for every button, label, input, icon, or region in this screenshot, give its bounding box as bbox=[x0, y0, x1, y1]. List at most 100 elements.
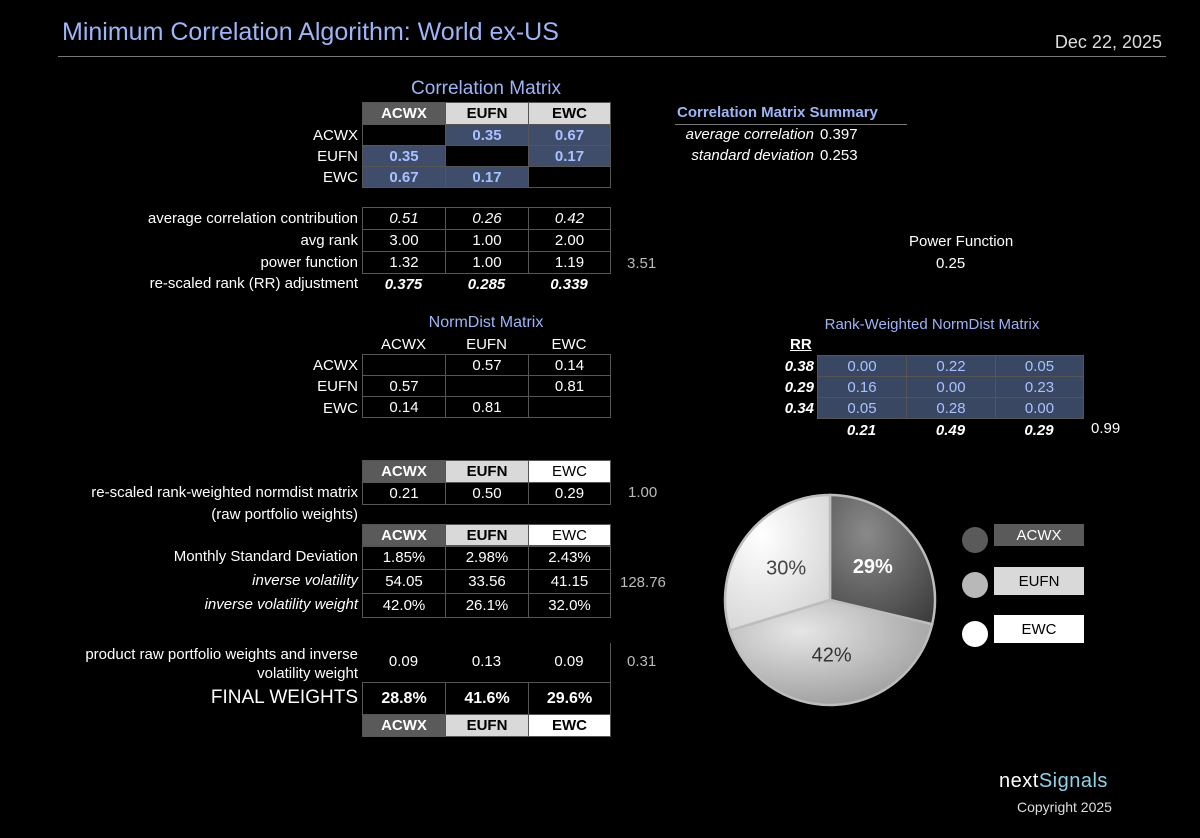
normdist-table: 0.57 0.14 0.57 0.81 0.14 0.81 bbox=[362, 354, 611, 418]
header-ewc: EWC bbox=[529, 461, 611, 483]
rank-weighted-table: 0.00 0.22 0.05 0.16 0.00 0.23 0.05 0.28 … bbox=[817, 355, 1084, 419]
corr-cell: 0.35 bbox=[363, 146, 446, 167]
pie-slice-ewc bbox=[723, 493, 832, 633]
stat-cell: 1.00 bbox=[446, 230, 529, 252]
summary-avg-value: 0.397 bbox=[820, 126, 858, 143]
rw-cell: 0.22 bbox=[907, 356, 996, 377]
brand-logo: nextSignals bbox=[999, 770, 1108, 793]
power-function-label: Power Function bbox=[909, 233, 1014, 250]
rw-cell: 0.28 bbox=[907, 398, 996, 419]
normdist-row-label: EUFN bbox=[317, 378, 358, 395]
header-ewc: EWC bbox=[529, 103, 611, 125]
rw-rr: 0.34 bbox=[784, 400, 814, 417]
vol-label: Monthly Standard Deviation bbox=[173, 548, 358, 565]
corr-cell bbox=[446, 146, 529, 167]
correlation-matrix-header: ACWX EUFN EWC bbox=[362, 102, 611, 125]
corr-cell: 0.67 bbox=[363, 167, 446, 188]
raw-weight-cell: 0.50 bbox=[446, 483, 529, 505]
pie-label: 30% bbox=[766, 557, 806, 579]
header-eufn: EUFN bbox=[446, 103, 529, 125]
rw-cell: 0.00 bbox=[907, 377, 996, 398]
corr-cell bbox=[363, 125, 446, 146]
vol-cell: 32.0% bbox=[529, 594, 611, 618]
stat-label: power function bbox=[260, 254, 358, 271]
stat-label: avg rank bbox=[300, 232, 358, 249]
legend-eufn: EUFN bbox=[994, 567, 1084, 595]
normdist-row-label: EWC bbox=[323, 400, 358, 417]
normdist-col: EUFN bbox=[466, 335, 507, 353]
rw-cell: 0.00 bbox=[818, 356, 907, 377]
normdist-cell bbox=[446, 376, 529, 397]
corr-cell bbox=[529, 167, 611, 188]
title-divider bbox=[58, 56, 1166, 57]
rw-total: 0.99 bbox=[1091, 420, 1121, 437]
summary-underline bbox=[675, 124, 907, 125]
stat-label: average correlation contribution bbox=[147, 210, 358, 227]
summary-sd-value: 0.253 bbox=[820, 147, 858, 164]
product-cell: 0.09 bbox=[388, 652, 419, 670]
page-title: Minimum Correlation Algorithm: World ex-… bbox=[62, 18, 559, 46]
rr-header: RR bbox=[790, 336, 812, 353]
raw-weights-header: ACWX EUFN EWC bbox=[362, 460, 611, 483]
vol-label: inverse volatility bbox=[252, 572, 358, 589]
header-eufn: EUFN bbox=[446, 525, 529, 547]
corr-row-label: ACWX bbox=[313, 127, 358, 144]
rr-cell: 0.339 bbox=[550, 275, 588, 293]
header-acwx: ACWX bbox=[363, 461, 446, 483]
copyright: Copyright 2025 bbox=[1017, 799, 1112, 815]
rw-col-sums: 0.21 0.49 0.29 bbox=[817, 420, 1083, 441]
rw-col-sum: 0.49 bbox=[935, 422, 966, 439]
normdist-cell: 0.14 bbox=[529, 355, 611, 376]
normdist-header: ACWX EUFN EWC bbox=[362, 333, 610, 355]
vol-table: 1.85% 2.98% 2.43% 54.05 33.56 41.15 42.0… bbox=[362, 545, 611, 618]
rw-cell: 0.05 bbox=[996, 356, 1084, 377]
product-row: 0.09 0.13 0.09 bbox=[362, 650, 610, 672]
vol-cell: 2.98% bbox=[446, 546, 529, 570]
product-cell: 0.13 bbox=[471, 652, 502, 670]
header-acwx: ACWX bbox=[363, 103, 446, 125]
corr-row-label: EWC bbox=[323, 169, 358, 186]
product-label: product raw portfolio weights and invers… bbox=[85, 646, 358, 682]
rw-col-sum: 0.21 bbox=[846, 422, 877, 439]
normdist-cell: 0.57 bbox=[363, 376, 446, 397]
legend-ewc-dot bbox=[962, 621, 988, 647]
stat-cell: 0.42 bbox=[529, 208, 611, 230]
power-function-value: 0.25 bbox=[936, 255, 966, 272]
stat-cell: 1.19 bbox=[529, 252, 611, 274]
header-ewc: EWC bbox=[529, 715, 611, 737]
header-acwx: ACWX bbox=[363, 525, 446, 547]
header-eufn: EUFN bbox=[446, 715, 529, 737]
brand-part-b: Signals bbox=[1038, 770, 1108, 792]
weights-pie-chart: 29% 42% 30% bbox=[723, 493, 937, 707]
raw-weights-total: 1.00 bbox=[628, 484, 658, 501]
rw-rr: 0.29 bbox=[784, 379, 814, 396]
rw-cell: 0.05 bbox=[818, 398, 907, 419]
vol-cell: 33.56 bbox=[446, 570, 529, 594]
inv-vol-total: 128.76 bbox=[620, 574, 666, 591]
final-weight-cell: 29.6% bbox=[529, 683, 611, 715]
summary-sd-label: standard deviation bbox=[691, 147, 814, 164]
legend-acwx: ACWX bbox=[994, 524, 1084, 546]
raw-weights-sublabel: (raw portfolio weights) bbox=[211, 506, 358, 523]
pie-label: 42% bbox=[812, 645, 852, 667]
normdist-title: NormDist Matrix bbox=[428, 314, 544, 331]
raw-weights-label: re-scaled rank-weighted normdist matrix bbox=[91, 484, 358, 501]
product-divider bbox=[610, 643, 611, 683]
normdist-cell: 0.57 bbox=[446, 355, 529, 376]
normdist-cell: 0.81 bbox=[446, 397, 529, 418]
stat-cell: 1.32 bbox=[363, 252, 446, 274]
rr-cell: 0.375 bbox=[384, 275, 423, 293]
rank-weighted-title: Rank-Weighted NormDist Matrix bbox=[824, 316, 1040, 333]
correlation-matrix-title: Correlation Matrix bbox=[411, 78, 561, 99]
final-weight-cell: 41.6% bbox=[446, 683, 529, 715]
vol-cell: 26.1% bbox=[446, 594, 529, 618]
summary-title: Correlation Matrix Summary bbox=[677, 104, 878, 121]
corr-cell: 0.17 bbox=[529, 146, 611, 167]
stat-cell: 1.00 bbox=[446, 252, 529, 274]
vol-cell: 1.85% bbox=[363, 546, 446, 570]
normdist-col: EWC bbox=[551, 335, 587, 353]
rr-row: 0.375 0.285 0.339 bbox=[362, 273, 610, 295]
rr-cell: 0.285 bbox=[467, 275, 506, 293]
normdist-cell bbox=[363, 355, 446, 376]
header-ewc: EWC bbox=[529, 525, 611, 547]
